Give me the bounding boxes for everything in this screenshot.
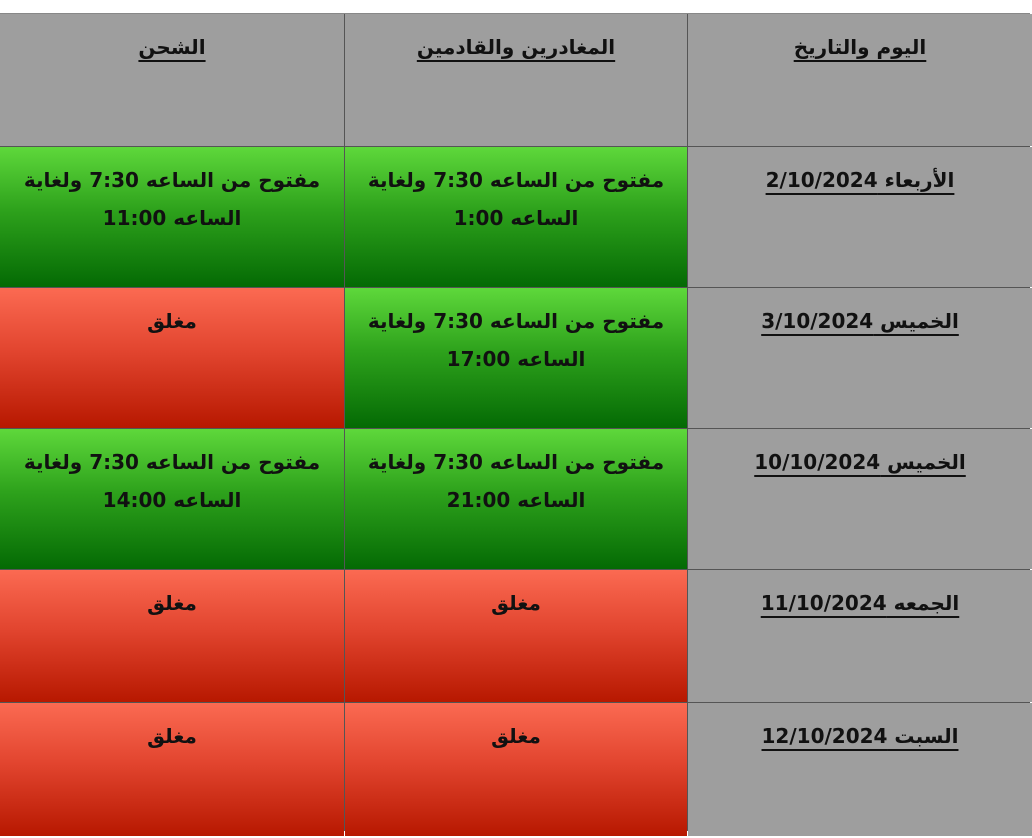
header-date: اليوم والتاريخ [688,14,1032,146]
cell-text: مفتوح من الساعه 7:30 ولغاية [367,450,665,474]
cell-shipping-open: مفتوح من الساعه 7:30 ولغاية الساعه 11:00 [0,147,344,287]
cell-text: الساعه 17:00 [446,347,586,371]
cell-travelers-closed: مغلق [345,703,687,836]
date-label: الجمعه 11/10/2024 [760,591,960,615]
cell-date: الجمعه 11/10/2024 [688,570,1032,702]
cell-text: مغلق [147,309,197,333]
cell-text: الساعه 21:00 [446,488,586,512]
cell-text: مفتوح من الساعه 7:30 ولغاية [367,309,665,333]
cell-date: السبت 12/10/2024 [688,703,1032,836]
cell-date: الأربعاء 2/10/2024 [688,147,1032,287]
cell-text: مغلق [491,724,541,748]
header-travelers-label: المغادرين والقادمين [416,35,616,59]
cell-date: الخميس 3/10/2024 [688,288,1032,428]
cell-travelers-closed: مغلق [345,570,687,702]
cell-text: مفتوح من الساعه 7:30 ولغاية [23,450,321,474]
header-date-label: اليوم والتاريخ [793,35,927,59]
cell-text: الساعه 11:00 [102,206,242,230]
cell-travelers-open: مفتوح من الساعه 7:30 ولغاية الساعه 1:00 [345,147,687,287]
cell-travelers-open: مفتوح من الساعه 7:30 ولغاية الساعه 21:00 [345,429,687,569]
header-travelers: المغادرين والقادمين [345,14,687,146]
date-label: السبت 12/10/2024 [761,724,959,748]
header-shipping: الشحن [0,14,344,146]
cell-text: مفتوح من الساعه 7:30 ولغاية [367,168,665,192]
cell-shipping-closed: مغلق [0,288,344,428]
cell-shipping-open: مفتوح من الساعه 7:30 ولغاية الساعه 14:00 [0,429,344,569]
cell-text: مغلق [491,591,541,615]
cell-text: مغلق [147,591,197,615]
date-label: الخميس 3/10/2024 [761,309,959,333]
date-label: الخميس 10/10/2024 [754,450,966,474]
header-shipping-label: الشحن [138,35,206,59]
cell-text: الساعه 14:00 [102,488,242,512]
cell-text: مفتوح من الساعه 7:30 ولغاية [23,168,321,192]
cell-shipping-closed: مغلق [0,570,344,702]
cell-text: الساعه 1:00 [453,206,579,230]
schedule-table: الشحن المغادرين والقادمين اليوم والتاريخ… [0,13,1032,836]
cell-date: الخميس 10/10/2024 [688,429,1032,569]
cell-shipping-closed: مغلق [0,703,344,836]
cell-text: مغلق [147,724,197,748]
cell-travelers-open: مفتوح من الساعه 7:30 ولغاية الساعه 17:00 [345,288,687,428]
date-label: الأربعاء 2/10/2024 [765,168,955,192]
